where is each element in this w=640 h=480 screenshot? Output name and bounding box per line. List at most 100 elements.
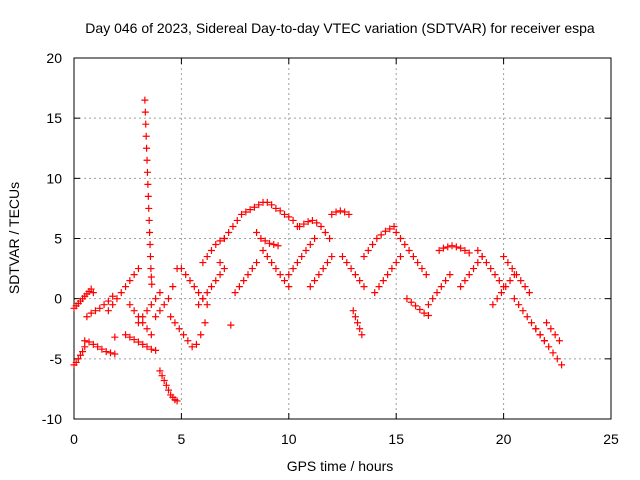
data-point bbox=[268, 201, 276, 209]
data-point bbox=[255, 201, 263, 209]
data-point bbox=[152, 313, 160, 321]
data-point bbox=[192, 340, 200, 348]
data-point bbox=[360, 283, 368, 291]
data-point bbox=[122, 283, 130, 291]
data-point bbox=[152, 346, 160, 354]
series-arc25 bbox=[349, 307, 366, 339]
data-point bbox=[169, 283, 177, 291]
data-point bbox=[199, 259, 207, 267]
data-point bbox=[354, 319, 362, 327]
data-point bbox=[259, 247, 267, 255]
data-point bbox=[250, 203, 258, 211]
data-point bbox=[545, 343, 553, 351]
data-point bbox=[263, 253, 271, 261]
data-point bbox=[551, 331, 559, 339]
data-point bbox=[184, 337, 192, 345]
x-tick-label: 10 bbox=[281, 431, 297, 447]
series-arc36 bbox=[510, 295, 548, 345]
data-point bbox=[474, 247, 482, 255]
data-point bbox=[81, 337, 89, 345]
gridlines bbox=[74, 58, 611, 419]
data-point bbox=[300, 220, 308, 228]
data-point bbox=[203, 253, 211, 261]
data-point bbox=[186, 277, 194, 285]
data-point bbox=[199, 295, 207, 303]
data-point bbox=[117, 289, 125, 297]
series-arc19 bbox=[263, 198, 301, 230]
data-point bbox=[147, 331, 155, 339]
data-point bbox=[175, 325, 183, 333]
data-point bbox=[422, 271, 430, 279]
series-arc32 bbox=[457, 253, 486, 291]
series-arc11 bbox=[167, 313, 209, 351]
data-point bbox=[420, 309, 428, 317]
data-point bbox=[308, 216, 316, 224]
data-point bbox=[190, 283, 198, 291]
series-arc35 bbox=[500, 253, 533, 297]
series-arc12 bbox=[177, 265, 211, 309]
data-point bbox=[91, 307, 99, 315]
series-arc34 bbox=[489, 271, 518, 309]
data-point bbox=[240, 277, 248, 285]
series-arc21 bbox=[296, 216, 334, 242]
data-point bbox=[253, 228, 261, 236]
data-point bbox=[555, 337, 563, 345]
data-point bbox=[407, 298, 415, 306]
data-point bbox=[289, 265, 297, 273]
series-arc20 bbox=[285, 235, 319, 279]
data-point bbox=[424, 301, 432, 309]
series-arc2 bbox=[70, 343, 89, 369]
data-point bbox=[525, 289, 533, 297]
data-point bbox=[444, 243, 452, 251]
data-point bbox=[207, 283, 215, 291]
data-point bbox=[328, 253, 336, 261]
series-arc28 bbox=[392, 228, 430, 279]
data-point bbox=[536, 331, 544, 339]
data-point bbox=[268, 259, 276, 267]
data-point bbox=[302, 247, 310, 255]
data-point bbox=[315, 271, 323, 279]
data-point bbox=[328, 210, 336, 218]
data-point bbox=[452, 243, 460, 251]
data-point bbox=[265, 239, 273, 247]
data-point bbox=[201, 319, 209, 327]
data-point bbox=[377, 231, 385, 239]
data-point bbox=[167, 313, 175, 321]
data-point bbox=[143, 168, 151, 176]
data-point bbox=[143, 144, 151, 152]
y-tick-label: 10 bbox=[46, 170, 62, 186]
data-point bbox=[89, 289, 97, 297]
x-tick-label: 20 bbox=[496, 431, 512, 447]
data-point bbox=[227, 321, 235, 329]
axis-ticks: 0 5 10 15 20 25 -10 -5 0 5 10 15 20 bbox=[42, 50, 619, 447]
data-point bbox=[143, 343, 151, 351]
data-point bbox=[339, 253, 346, 261]
data-point bbox=[147, 345, 155, 353]
data-point bbox=[107, 349, 115, 357]
data-point bbox=[465, 271, 473, 279]
series-arc3 bbox=[81, 337, 119, 358]
data-point bbox=[281, 277, 289, 285]
data-point bbox=[558, 361, 566, 369]
data-point bbox=[388, 265, 396, 273]
data-point bbox=[313, 219, 321, 227]
data-point bbox=[83, 313, 91, 321]
data-point bbox=[81, 343, 89, 351]
data-point bbox=[225, 228, 233, 236]
data-point bbox=[515, 301, 523, 309]
data-point bbox=[146, 253, 154, 261]
data-point bbox=[543, 319, 551, 327]
data-point bbox=[248, 265, 256, 273]
y-tick-label: 0 bbox=[54, 291, 62, 307]
data-point bbox=[188, 343, 196, 351]
series-arc4 bbox=[83, 292, 117, 321]
data-point bbox=[143, 307, 151, 315]
data-point bbox=[147, 273, 155, 281]
data-point bbox=[553, 355, 561, 363]
x-tick-label: 15 bbox=[388, 431, 404, 447]
data-point bbox=[233, 216, 241, 224]
data-point bbox=[96, 304, 104, 312]
data-point bbox=[139, 313, 147, 321]
series-arc22 bbox=[306, 253, 336, 291]
